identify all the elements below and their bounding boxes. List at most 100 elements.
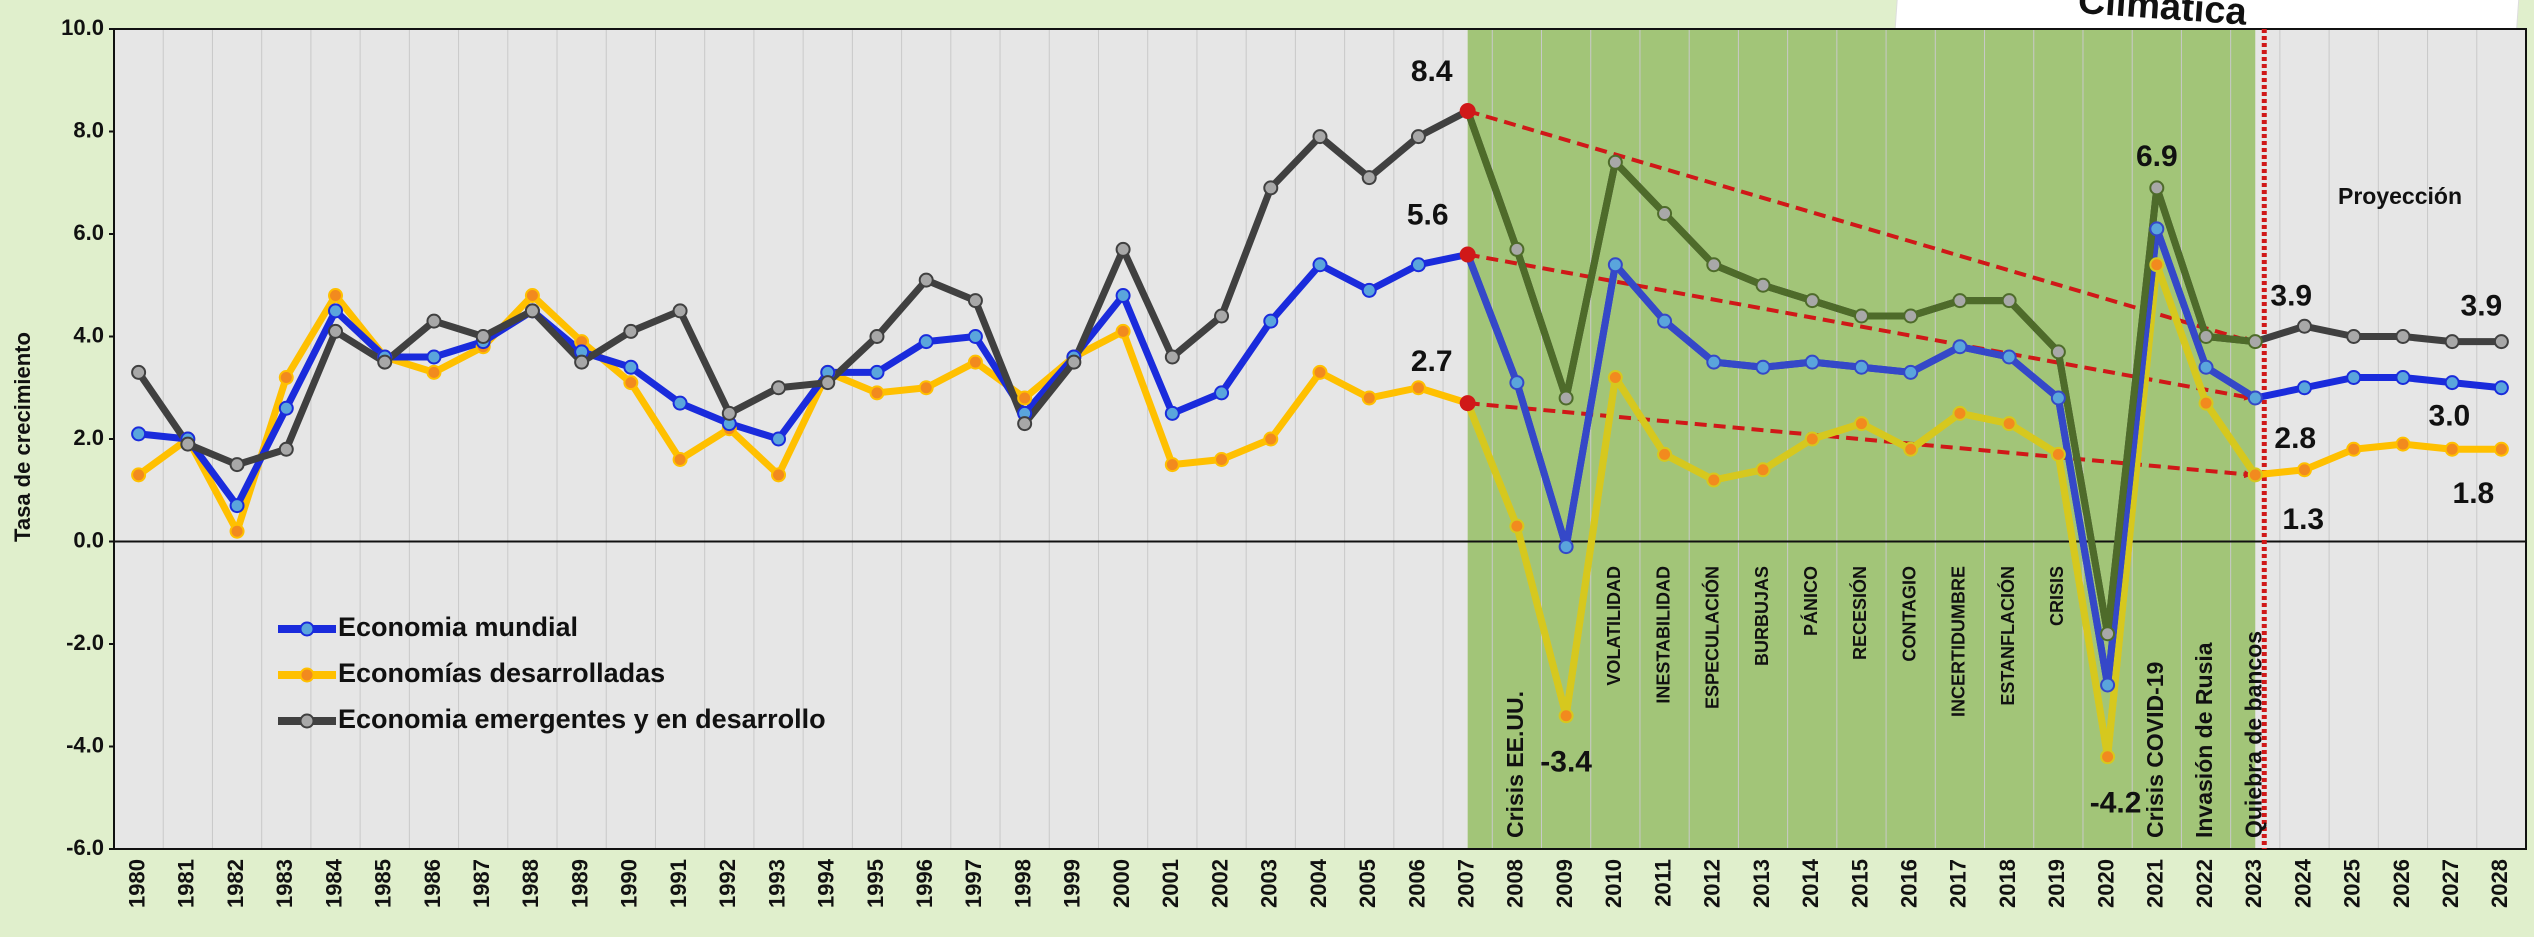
point <box>229 498 245 514</box>
point <box>524 288 540 303</box>
phase-label: INESTABILIDAD <box>1653 566 1673 704</box>
data-label: 3.9 <box>2461 290 2503 323</box>
point <box>328 303 344 319</box>
legend-label: Economías desarrolladas <box>338 658 665 688</box>
point <box>1706 257 1722 273</box>
point <box>1657 313 1673 329</box>
x-tick-label: 2027 <box>2438 859 2463 908</box>
point <box>1607 257 1623 273</box>
point <box>180 436 196 452</box>
x-tick-label: 1987 <box>469 859 494 908</box>
phase-label: RECESIÓN <box>1849 566 1870 660</box>
point <box>278 400 294 416</box>
x-tick-label: 2013 <box>1749 859 1774 908</box>
data-label: 2.7 <box>1411 345 1453 378</box>
point <box>1066 354 1082 370</box>
point <box>2149 257 2165 273</box>
point <box>1755 277 1771 293</box>
x-tick-label: 2005 <box>1355 859 1380 908</box>
point <box>623 375 639 391</box>
trend-arrow <box>1467 109 2253 344</box>
x-tick-label: 1986 <box>420 859 445 908</box>
highlight-point <box>1459 246 1476 263</box>
point <box>1214 452 1230 467</box>
point <box>1755 359 1771 375</box>
x-tick-label: 1999 <box>1060 859 1085 908</box>
point <box>1361 390 1377 406</box>
x-tick-label: 1983 <box>272 859 297 908</box>
x-tick-label: 2020 <box>2093 859 2118 908</box>
point <box>672 395 688 411</box>
point <box>1115 323 1131 339</box>
x-tick-label: 1995 <box>863 859 888 908</box>
point <box>2050 446 2066 462</box>
phase-label: PÁNICO <box>1800 566 1821 636</box>
legend-marker <box>299 621 315 637</box>
point <box>2346 370 2362 385</box>
data-label: 8.4 <box>1411 55 1453 88</box>
x-tick-label: 2000 <box>1109 859 1134 908</box>
event-label: Crisis COVID-19 <box>2142 662 2168 838</box>
point <box>623 359 639 375</box>
point <box>2100 677 2116 693</box>
point <box>1509 518 1525 534</box>
x-tick-label: 2024 <box>2290 858 2315 908</box>
legend-label: Economia emergentes y en desarrollo <box>338 704 826 734</box>
point <box>2050 344 2066 360</box>
point <box>869 385 885 401</box>
highlight-point <box>1459 103 1476 119</box>
x-tick-label: 1990 <box>617 859 642 908</box>
point <box>1361 282 1377 298</box>
x-tick-label: 2014 <box>1798 858 1823 908</box>
point <box>1115 241 1131 257</box>
point <box>1410 129 1426 145</box>
point <box>672 452 688 467</box>
point <box>475 329 491 344</box>
point <box>1903 364 1919 380</box>
point <box>869 364 885 380</box>
point <box>131 364 147 380</box>
event-label: Quiebra de bancos <box>2240 631 2266 838</box>
point <box>2050 390 2066 406</box>
phase-label: INCERTIDUMBRE <box>1949 566 1969 717</box>
x-tick-label: 2023 <box>2241 859 2266 908</box>
phase-label: CONTAGIO <box>1899 566 1919 662</box>
point <box>2346 329 2362 344</box>
point <box>2493 334 2509 350</box>
trend-arrow <box>1467 401 2253 479</box>
point <box>328 323 344 339</box>
point <box>2444 375 2460 391</box>
point <box>2198 395 2214 411</box>
point <box>1607 154 1623 170</box>
point <box>229 523 245 539</box>
point <box>1853 308 1869 324</box>
x-tick-label: 2012 <box>1700 859 1725 908</box>
point <box>2100 749 2116 765</box>
projection-label: Proyección <box>2338 183 2462 209</box>
point <box>1657 206 1673 221</box>
shaded-period <box>1467 29 2256 849</box>
x-tick-label: 2003 <box>1257 859 1282 908</box>
point <box>1509 375 1525 391</box>
data-label: 3.9 <box>2270 280 2312 313</box>
data-label: 5.6 <box>1407 198 1449 231</box>
point <box>1263 313 1279 329</box>
point <box>1755 462 1771 478</box>
x-tick-label: 2016 <box>1897 859 1922 908</box>
point <box>1558 708 1574 724</box>
y-tick-label: 4.0 <box>73 322 104 347</box>
x-tick-label: 2015 <box>1847 859 1872 908</box>
point <box>1706 354 1722 370</box>
x-tick-label: 1993 <box>764 859 789 908</box>
point <box>2247 334 2263 350</box>
data-label: 6.9 <box>2136 140 2178 173</box>
phase-label: VOLATILIDAD <box>1604 566 1624 686</box>
point <box>2493 380 2509 396</box>
data-label: 1.3 <box>2282 503 2324 536</box>
point <box>967 293 983 309</box>
point <box>1853 416 1869 432</box>
point <box>1312 129 1328 145</box>
point <box>278 441 294 457</box>
point <box>278 370 294 385</box>
